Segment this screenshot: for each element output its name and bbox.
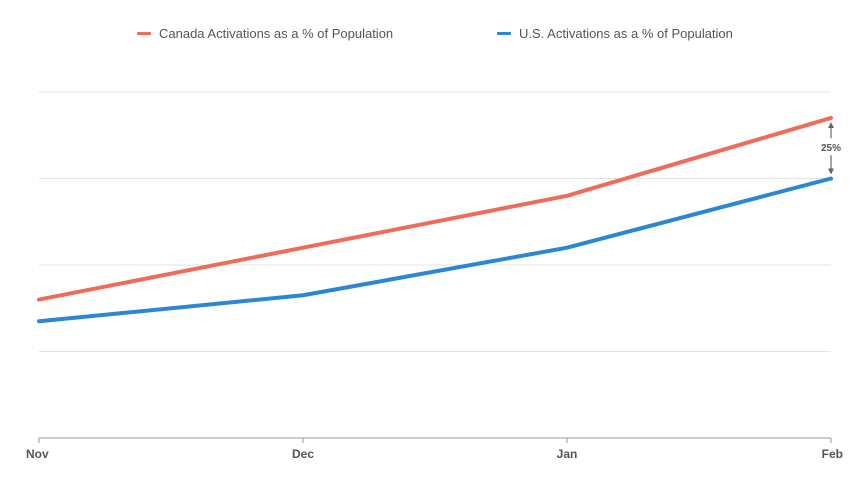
legend: Canada Activations as a % of Population … [0, 26, 854, 46]
gridlines [39, 91, 831, 439]
legend-label-canada: Canada Activations as a % of Population [159, 26, 394, 41]
series-line-us [37, 176, 833, 324]
legend-item-us: U.S. Activations as a % of Population [497, 26, 733, 41]
series-lines [37, 115, 833, 324]
annotation-arrowhead-down [828, 168, 834, 175]
legend-label-us: U.S. Activations as a % of Population [519, 26, 733, 41]
legend-swatch-us [497, 32, 511, 35]
x-tick-label: Dec [292, 447, 314, 461]
annotation-arrowhead-up [828, 121, 834, 128]
gap-annotation: 25% [821, 121, 841, 175]
x-tick-label: Nov [26, 447, 49, 461]
x-tick-label: Jan [557, 447, 578, 461]
series-line-canada [37, 115, 833, 302]
x-axis-ticks: Nov Dec Jan Feb [26, 438, 843, 461]
legend-item-canada: Canada Activations as a % of Population [137, 26, 393, 41]
x-tick-label: Feb [822, 447, 843, 461]
legend-swatch-canada [137, 32, 151, 35]
annotation-label: 25% [821, 143, 841, 154]
